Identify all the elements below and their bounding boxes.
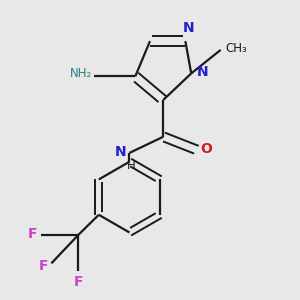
Text: H: H [127,159,135,172]
Text: O: O [201,142,212,156]
Text: N: N [197,65,209,79]
Text: F: F [38,259,48,273]
Text: F: F [28,227,38,241]
Text: CH₃: CH₃ [225,42,247,55]
Text: N: N [115,145,126,159]
Text: NH₂: NH₂ [69,67,92,80]
Text: N: N [182,21,194,34]
Text: F: F [74,275,83,290]
